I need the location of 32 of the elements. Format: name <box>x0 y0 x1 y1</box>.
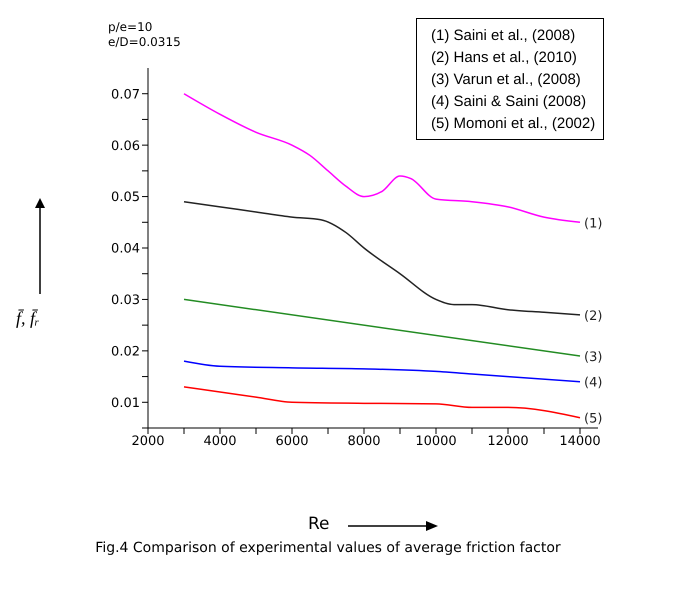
x-tick-label: 4000 <box>203 434 237 450</box>
text: e/D=0.0315 <box>108 35 181 50</box>
text: (2) Hans et al., (2010) <box>431 48 578 68</box>
series-label: (4) <box>584 376 602 391</box>
y-tick-label: 0.04 <box>111 242 140 257</box>
x-tick-label: 10000 <box>415 434 457 450</box>
y-tick-label: 0.05 <box>111 190 140 206</box>
x-axis-title: Re <box>308 514 330 534</box>
y-tick-label: 0.06 <box>111 138 140 154</box>
x-tick-label: 12000 <box>487 434 529 450</box>
annotation: (5) Momoni et al., (2002) <box>431 114 596 134</box>
line-series <box>183 200 581 316</box>
y-axis-title: f̄, f̄ᵣ <box>16 308 40 329</box>
line-series <box>183 386 581 418</box>
series-label: (1) <box>584 216 602 232</box>
series-label: (2) <box>584 308 602 324</box>
x-tick-label: 2000 <box>131 434 165 450</box>
y-tick-label: 0.01 <box>111 396 140 411</box>
annotation: (4) Saini & Saini (2008) <box>431 92 588 112</box>
y-tick-label: 0.02 <box>111 344 140 360</box>
annotation: (3) Varun et al., (2008) <box>431 70 582 90</box>
text: p/e=10 <box>108 20 154 35</box>
y-tick-label: 0.07 <box>111 87 140 102</box>
line-series <box>183 360 581 382</box>
x-tick-label: 14000 <box>559 434 601 450</box>
text: (1) Saini et al., (2008) <box>431 26 576 46</box>
series-label: (5) <box>584 412 602 427</box>
y-tick-label: 0.03 <box>111 293 140 308</box>
series-label: (3) <box>584 350 602 365</box>
text: Fig.4 Comparison of experimental values of average friction factor <box>94 540 562 556</box>
x-tick-label: 6000 <box>275 434 309 450</box>
x-tick-label: 8000 <box>347 434 381 450</box>
